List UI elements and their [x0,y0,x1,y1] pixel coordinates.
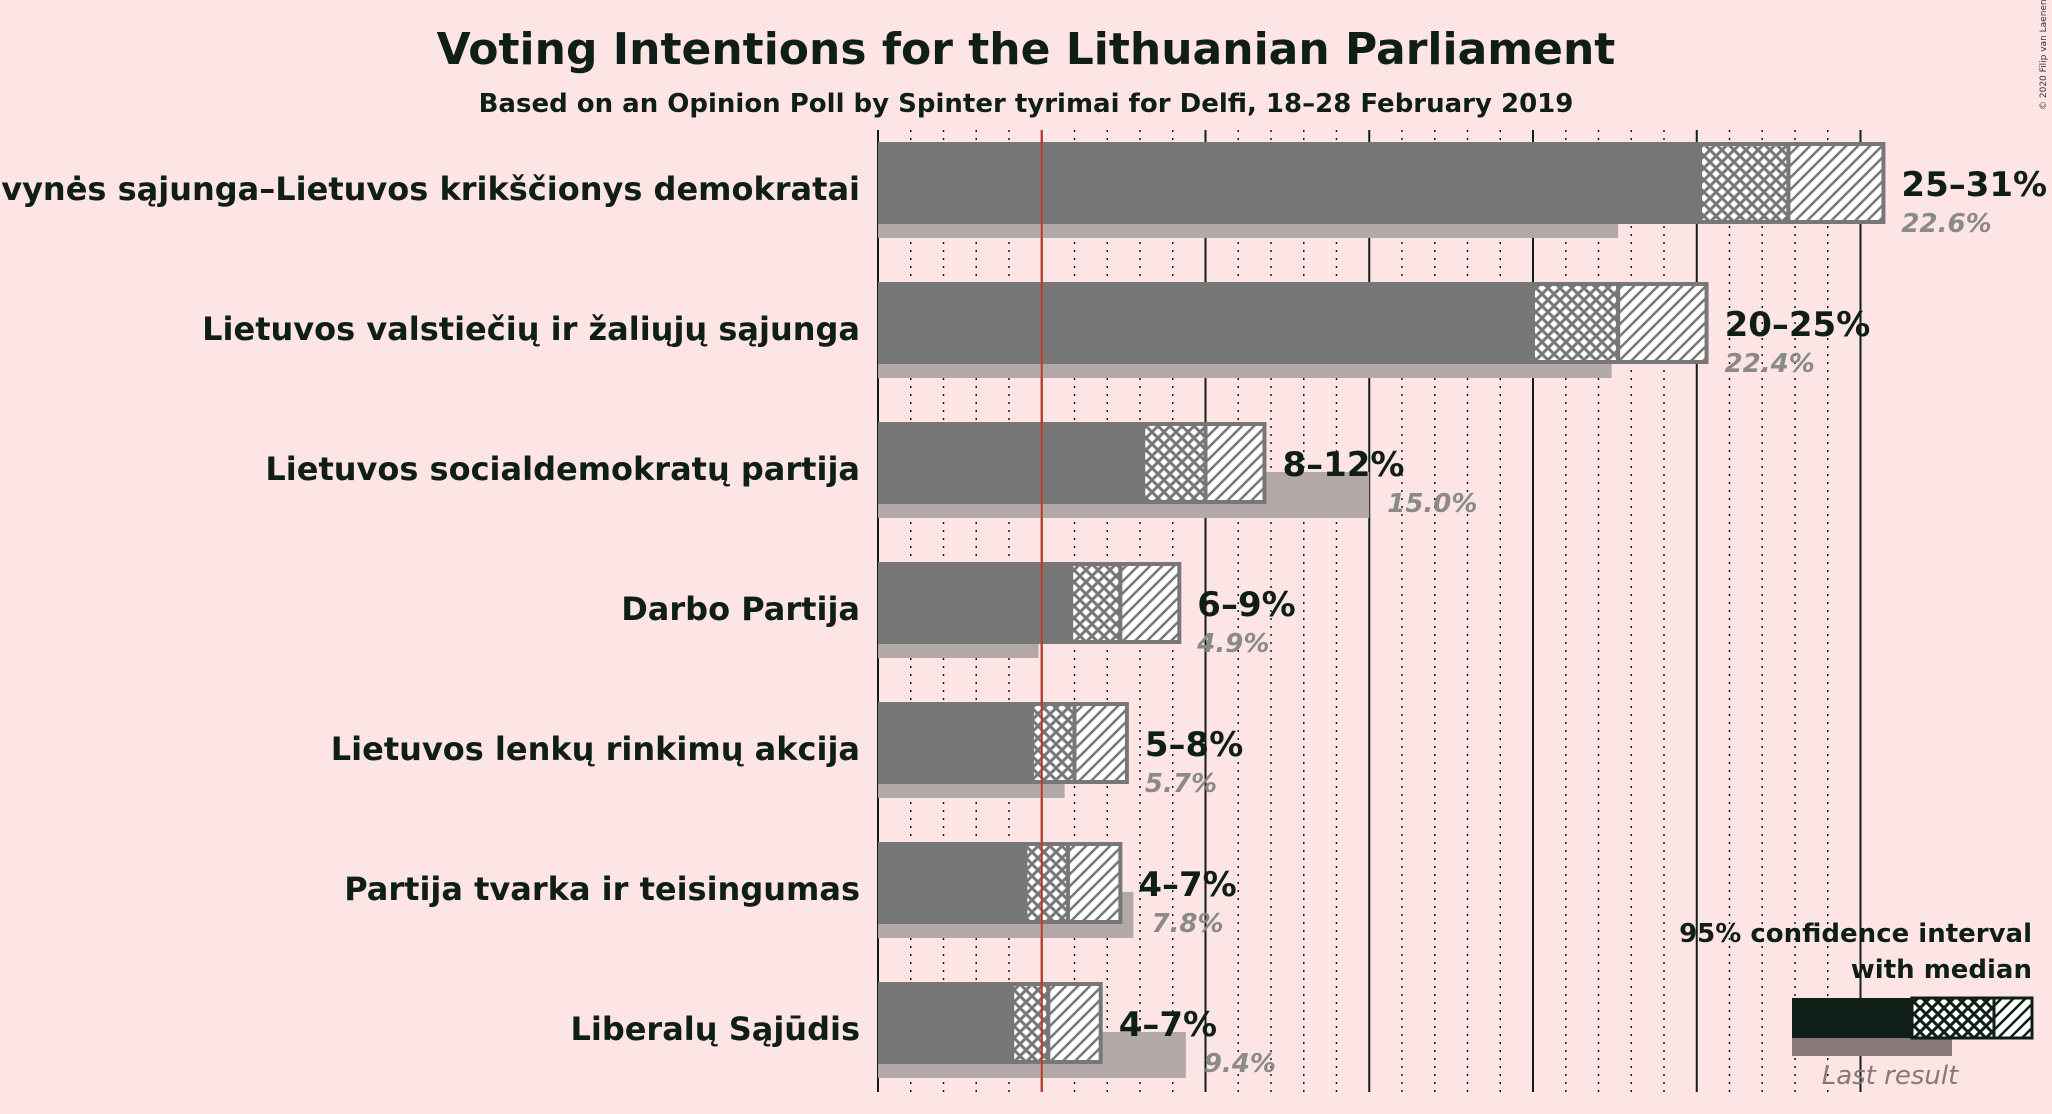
party-name-label: Partija tvarka ir teisingumas [344,870,860,908]
ci-median-lower-segment [1010,982,1051,1064]
ci-lower-bar [878,562,1072,644]
ci-median-lower-segment [1698,142,1791,224]
ci-median-upper-segment [1065,842,1123,924]
ci-lower-bar [878,422,1144,504]
chart-subtitle: Based on an Opinion Poll by Spinter tyri… [479,89,1574,119]
party-row: Tėvynės sąjunga–Lietuvos krikščionys dem… [0,142,2047,239]
last-result-label: 5.7% [1145,769,1217,799]
legend-ci-label: 95% confidence interval [1679,919,2032,949]
party-name-label: Darbo Partija [621,590,860,628]
party-name-label: Lietuvos lenkų rinkimų akcija [331,730,860,768]
party-name-label: Lietuvos valstiečių ir žaliųjų sąjunga [202,310,860,348]
ci-median-upper-segment [1203,422,1267,504]
party-row: Liberalų Sąjūdis 4–7% 9.4% [570,982,1276,1079]
ci-range-label: 25–31% [1901,165,2047,205]
ci-range-label: 5–8% [1145,725,1243,765]
ci-median-lower-segment [1023,842,1070,924]
ci-lower-bar [878,702,1032,784]
ci-median-lower-segment [1069,562,1123,644]
ci-median-lower-segment [1141,422,1208,504]
ci-median-lower-segment [1029,702,1077,784]
ci-lower-bar [878,142,1701,224]
ci-range-label: 8–12% [1282,445,1404,485]
ci-median-upper-segment [1046,982,1103,1064]
last-result-label: 22.4% [1725,349,1815,379]
party-name-label: Liberalų Sąjūdis [570,1010,860,1048]
legend-median-label: with median [1851,955,2032,985]
last-result-label: 22.6% [1901,209,1991,239]
ci-median-upper-segment [1118,562,1182,644]
ci-range-label: 4–7% [1138,865,1236,905]
ci-range-label: 20–25% [1725,305,1871,345]
ci-lower-bar [878,282,1533,364]
copyright-text: © 2020 Filip van Laenen [2039,0,2049,110]
ci-median-upper-segment [1072,702,1129,784]
ci-median-upper-segment [1786,142,1886,224]
legend: 95% confidence interval with median Last… [1679,919,2034,1091]
last-result-label: 7.8% [1151,909,1223,939]
legend-hatch-bar [1992,996,2034,1040]
legend-crosshatch-bar [1910,996,1996,1040]
party-row: Partija tvarka ir teisingumas 4–7% 7.8% [344,842,1237,939]
ci-lower-bar [878,842,1026,924]
ci-range-label: 6–9% [1197,585,1295,625]
party-rows: Tėvynės sąjunga–Lietuvos krikščionys dem… [0,142,2047,1079]
ci-range-label: 4–7% [1119,1005,1217,1045]
party-row: Darbo Partija 6–9% 4.9% [621,562,1296,659]
party-row: Lietuvos valstiečių ir žaliųjų sąjunga 20… [202,282,1870,379]
party-row: Lietuvos socialdemokratų partija 8–12% 15.… [265,422,1477,519]
party-row: Lietuvos lenkų rinkimų akcija 5–8% 5.7% [331,702,1243,799]
legend-solid-bar [1792,998,1912,1038]
last-result-label: 15.0% [1387,489,1477,519]
chart-title: Voting Intentions for the Lithuanian Par… [437,24,1616,75]
ci-median-lower-segment [1531,282,1621,364]
last-result-label: 4.9% [1196,629,1269,659]
party-name-label: Tėvynės sąjunga–Lietuvos krikščionys dem… [0,170,860,208]
ci-median-upper-segment [1616,282,1709,364]
ci-lower-bar [878,982,1013,1064]
legend-last-result-label: Last result [1822,1061,1959,1091]
last-result-label: 9.4% [1204,1049,1276,1079]
party-name-label: Lietuvos socialdemokratų partija [265,450,860,488]
